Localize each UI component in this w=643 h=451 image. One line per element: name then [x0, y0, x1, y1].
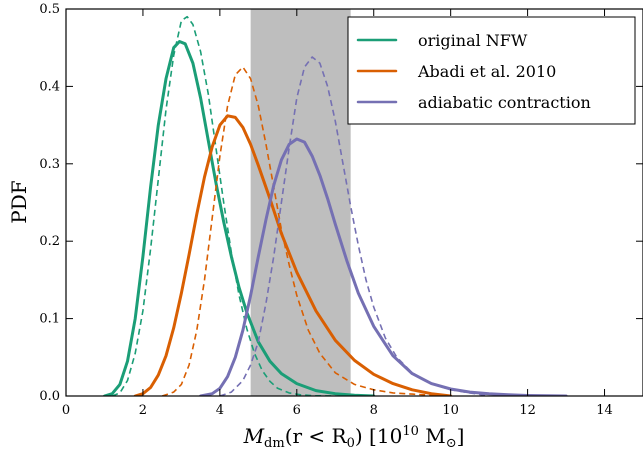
x-axis-label: Mdm(r < R0) [1010 M⊙] [243, 424, 465, 451]
series-adiabatic-contraction-solid [199, 137, 568, 396]
y-tick-label: 0.5 [39, 2, 60, 17]
x-tick-label: 4 [216, 403, 224, 418]
x-tick-label: 10 [442, 403, 459, 418]
y-tick-label: 0.2 [39, 234, 60, 249]
y-axis-label: PDF [7, 180, 31, 223]
x-tick-label: 8 [370, 403, 378, 418]
x-tick-label: 12 [519, 403, 536, 418]
shaded-band-layer [250, 9, 351, 396]
shaded-band [250, 9, 351, 396]
x-tick-label: 0 [62, 403, 70, 418]
series-original-nfw-dashed [111, 15, 336, 396]
y-tick-label: 0.3 [39, 157, 60, 172]
series-abadi-et-al-2010-solid [133, 114, 453, 396]
plot-frame [65, 8, 643, 397]
tick-layer: 0 2 4 6 8 10 12 14 0.0 0.1 0.2 0.3 0.4 0.5 [39, 2, 643, 418]
series-abadi-et-al-2010-dashed [161, 66, 451, 396]
legend: original NFW Abadi et al. 2010 adiabatic… [347, 16, 636, 125]
legend-label-original-nfw: original NFW [418, 31, 528, 50]
y-tick-label: 0.1 [39, 312, 60, 327]
x-tick-label: 6 [293, 403, 301, 418]
series-layer [103, 15, 568, 396]
legend-label-adiabatic-contraction: adiabatic contraction [418, 93, 591, 112]
series-original-nfw-solid [103, 40, 376, 396]
y-tick-label: 0.4 [39, 79, 60, 94]
x-tick-label: 14 [596, 403, 613, 418]
x-tick-label: 2 [139, 403, 147, 418]
y-tick-label: 0.0 [39, 389, 60, 404]
legend-label-abadi-2010: Abadi et al. 2010 [417, 62, 556, 81]
